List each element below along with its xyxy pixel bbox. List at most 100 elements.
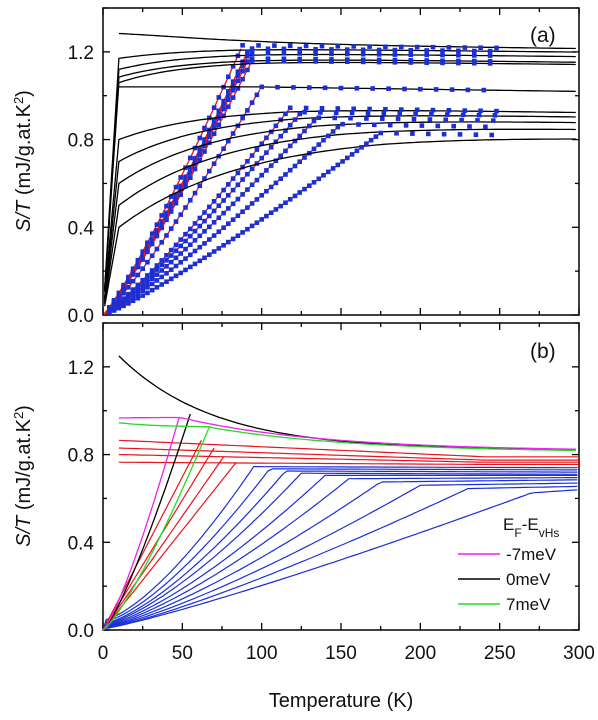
panel-a-data-point: [487, 48, 493, 54]
panel-a-data-point: [451, 123, 456, 129]
panel-a-data-point: [235, 73, 241, 78]
panel-a-data-point: [145, 280, 150, 285]
legend-title-sub-vhs: vHs: [539, 526, 560, 540]
panel-a-data-point: [140, 284, 145, 289]
panel-a-data-point: [302, 186, 307, 192]
panel-a-data-point: [235, 182, 241, 188]
panel-a-data-point: [410, 131, 415, 136]
panel-a-data-point: [297, 133, 302, 139]
panel-a-data-point: [326, 133, 331, 139]
panel-a-data-point: [178, 185, 183, 191]
panel-a-data-point: [207, 237, 212, 242]
panel-a-data-point: [446, 45, 452, 50]
panel-a-data-point: [140, 266, 145, 271]
panel-a-data-point: [216, 111, 222, 117]
panel-a-data-point: [313, 47, 318, 52]
panel-a-data-point: [145, 249, 150, 255]
panel-a-data-point: [383, 107, 388, 112]
panel-a-data-point: [281, 58, 287, 64]
panel-a-data-point: [197, 215, 203, 221]
panel-a-data-point: [311, 146, 317, 152]
panel-b-blue-curve: [102, 485, 578, 631]
panel-a-data-point: [378, 130, 383, 136]
panel-a-data-point: [145, 290, 150, 296]
legend-label-plus7: 7meV: [506, 595, 551, 614]
panel-b-blue-curve: [102, 474, 578, 631]
panel-a-data-point: [359, 145, 364, 150]
panel-a-data-point: [440, 52, 445, 58]
panel-b-red-curve-normal: [118, 447, 579, 461]
panel-a-data-point: [168, 276, 174, 282]
panel-a-data-point: [254, 92, 260, 98]
panel-a-data-point: [226, 97, 231, 102]
panel-a-data-point: [411, 117, 417, 122]
panel-a-data-point: [318, 110, 323, 115]
panel-a-data-point: [259, 141, 264, 146]
panel-a-data-point: [164, 203, 169, 209]
panel-a-data-point: [303, 43, 309, 49]
panel-a-data-point: [424, 52, 429, 58]
panel-a-data-point: [140, 280, 145, 286]
panel-a-data-point: [207, 140, 212, 145]
panel-a-data-point: [226, 193, 231, 198]
panel-a-data-point: [240, 76, 245, 82]
panel-a-y-tick-label: 0.4: [68, 218, 95, 239]
panel-a-data-point: [202, 229, 207, 234]
panel-a-data-point: [245, 59, 250, 64]
panel-a-data-point: [249, 201, 255, 206]
panel-a-data-point: [188, 165, 193, 170]
panel-a-data-point: [159, 258, 164, 263]
panel-a-data-point: [207, 213, 212, 219]
panel-a-data-point: [130, 292, 136, 297]
panel-a-data-point: [335, 44, 341, 49]
panel-b-blue-curve: [102, 482, 578, 631]
panel-a-data-point: [154, 246, 160, 252]
panel-a-data-point: [164, 253, 169, 258]
panel-a-data-point: [197, 152, 203, 158]
panel-a: 0.0 0.4 0.8 1.2 (a) S/T (mJ/g.at.K2): [11, 7, 580, 327]
panel-a-data-point: [230, 131, 236, 136]
panel-a-data-point: [202, 143, 207, 149]
panel-a-data-point: [197, 183, 203, 189]
panel-a-data-point: [414, 107, 420, 113]
panel-a-data-point: [230, 201, 236, 207]
panel-a-data-point: [168, 194, 174, 199]
panel-a-data-point: [230, 95, 236, 100]
panel-a-data-point: [245, 108, 250, 113]
panel-a-data-point: [183, 267, 188, 273]
panel-a-data-point: [235, 78, 241, 84]
panel-a-data-point: [197, 135, 203, 141]
panel-a-data-point: [202, 140, 207, 145]
panel-a-data-point: [392, 52, 398, 57]
panel-a-data-point: [392, 60, 398, 65]
panel-a-data-point: [149, 271, 155, 277]
panel-a-data-point: [360, 59, 366, 65]
panel-a-data-point: [478, 45, 483, 50]
panel-a-data-point: [135, 272, 141, 278]
panel-a-data-point: [168, 205, 174, 211]
panel-a-data-point: [333, 110, 339, 115]
panel-a-data-point: [283, 148, 288, 154]
panel-a-data-point: [240, 164, 245, 170]
panel-a-data-point: [354, 148, 360, 154]
panel-a-data-point: [272, 43, 277, 48]
panel-a-data-point: [188, 175, 193, 180]
panel-a-data-point: [192, 238, 198, 243]
panel-a-data-point: [111, 308, 117, 313]
panel-a-data-point: [211, 208, 217, 214]
panel-a-data-point: [230, 64, 236, 69]
panel-a-data-point: [351, 44, 356, 49]
panel-a-data-point: [473, 132, 479, 137]
panel-a-y-units: (mJ/g.at.K: [13, 103, 35, 200]
panel-a-data-point: [370, 86, 375, 91]
panel-a-data-point: [126, 295, 131, 301]
panel-a-data-point: [207, 224, 212, 230]
panel-a-data-point: [494, 45, 499, 51]
panel-a-y-tick-label: 0.8: [68, 131, 94, 152]
panel-a-data-point: [287, 197, 293, 202]
panel-a-data-point: [268, 184, 274, 190]
panel-a-data-point: [188, 252, 193, 258]
panel-a-data-point: [154, 278, 160, 283]
panel-a-data-point: [446, 108, 452, 113]
panel-a-data-point: [154, 267, 160, 272]
